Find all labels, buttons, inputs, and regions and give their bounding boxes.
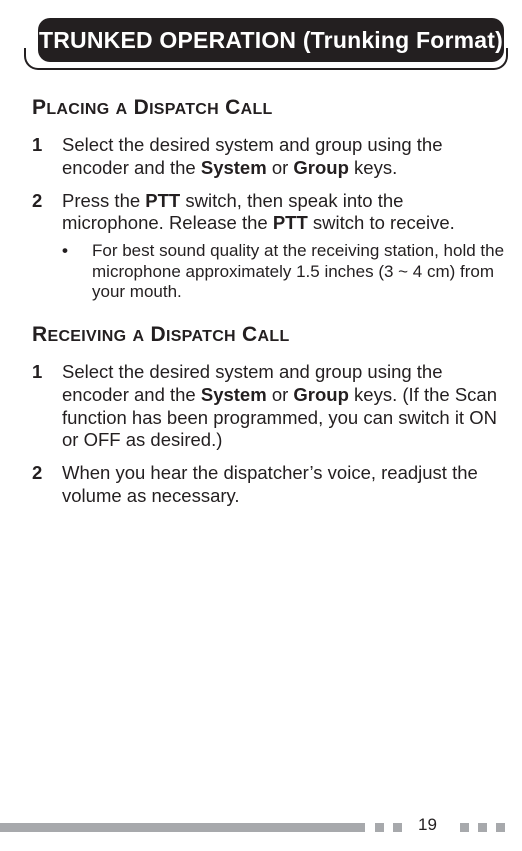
step-item: 1Select the desired system and group usi… (32, 361, 506, 452)
footer-dash (460, 823, 469, 832)
step-item: 1Select the desired system and group usi… (32, 134, 506, 180)
footer-dash (478, 823, 487, 832)
footer-dash (496, 823, 505, 832)
content: PLACING A DISPATCH CALL1Select the desir… (30, 96, 506, 508)
step-body: Press the PTT switch, then speak into th… (62, 190, 506, 304)
sub-list: •For best sound quality at the receiving… (62, 241, 506, 303)
step-body: Select the desired system and group usin… (62, 361, 506, 452)
step-body: When you hear the dispatcher’s voice, re… (62, 462, 506, 508)
page-number: 19 (418, 815, 437, 835)
step-list: 1Select the desired system and group usi… (32, 134, 506, 303)
step-number: 2 (32, 462, 62, 508)
footer-dash (393, 823, 402, 832)
sub-item: •For best sound quality at the receiving… (62, 241, 506, 303)
step-list: 1Select the desired system and group usi… (32, 361, 506, 508)
step-number: 1 (32, 361, 62, 452)
header-title: TRUNKED OPERATION (Trunking Format) (39, 27, 503, 54)
step-item: 2Press the PTT switch, then speak into t… (32, 190, 506, 304)
footer-dash (375, 823, 384, 832)
footer: 19 (0, 819, 522, 835)
step-body: Select the desired system and group usin… (62, 134, 506, 180)
bullet-icon: • (62, 241, 92, 303)
step-number: 2 (32, 190, 62, 304)
page: TRUNKED OPERATION (Trunking Format) PLAC… (0, 0, 522, 851)
sub-body: For best sound quality at the receiving … (92, 241, 506, 303)
header-pill: TRUNKED OPERATION (Trunking Format) (38, 18, 504, 62)
section-title: RECEIVING A DISPATCH CALL (32, 323, 506, 347)
header: TRUNKED OPERATION (Trunking Format) (30, 18, 506, 74)
step-item: 2When you hear the dispatcher’s voice, r… (32, 462, 506, 508)
section-title: PLACING A DISPATCH CALL (32, 96, 506, 120)
footer-bar (0, 823, 365, 832)
step-number: 1 (32, 134, 62, 180)
